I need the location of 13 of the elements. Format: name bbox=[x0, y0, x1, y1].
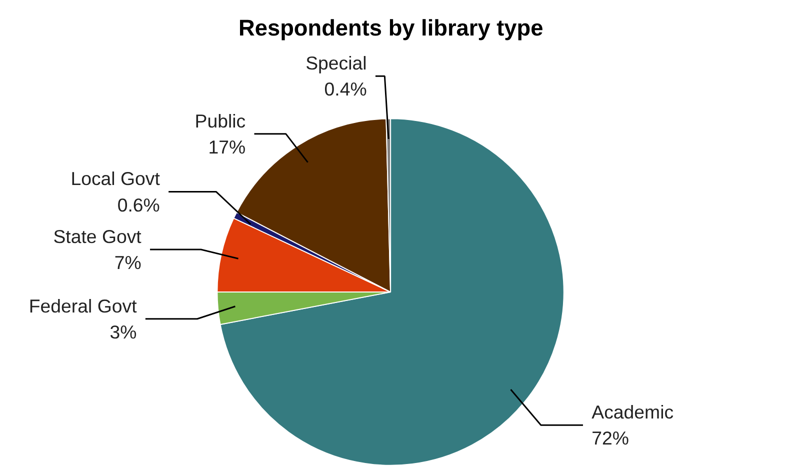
data-label: 7% bbox=[114, 252, 142, 274]
data-label: 0.6% bbox=[117, 194, 160, 216]
slice-label: Local Govt bbox=[70, 168, 161, 190]
slice-label: Academic bbox=[592, 401, 674, 422]
chart-title: Respondents by library type bbox=[238, 14, 544, 40]
slice-label: Public bbox=[194, 110, 246, 132]
data-label: 3% bbox=[110, 322, 137, 343]
slice-label: Special bbox=[306, 52, 367, 74]
slice-label: Federal Govt bbox=[28, 295, 138, 316]
slice-label: State Govt bbox=[53, 226, 142, 247]
data-label: 17% bbox=[208, 136, 246, 158]
data-label: 0.4% bbox=[324, 78, 367, 100]
data-label: 72% bbox=[592, 428, 629, 449]
